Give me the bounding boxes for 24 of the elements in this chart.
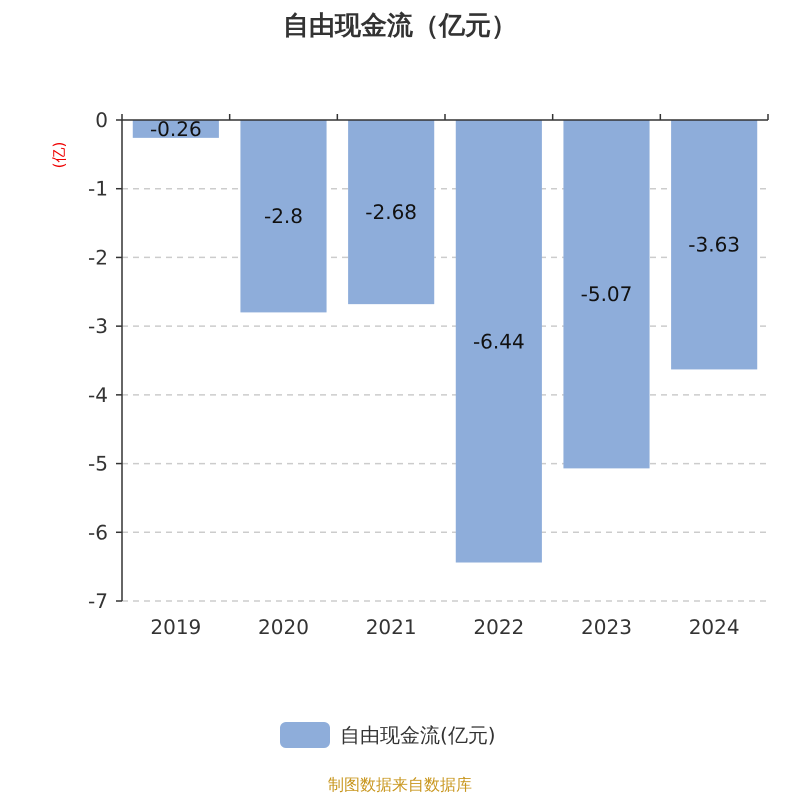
data-label: -6.44 <box>472 329 525 354</box>
y-tick-label: 0 <box>95 108 108 132</box>
text: 制图数据来自数据库 <box>328 775 472 794</box>
x-tick-label: 2020 <box>258 615 309 639</box>
y-tick-label: -2 <box>88 245 108 270</box>
y-axis-title: (亿) <box>50 142 68 168</box>
chart-title: 自由现金流（亿元） <box>283 11 517 41</box>
x-tick-label: 2021 <box>366 615 417 639</box>
y-tick-label: -4 <box>88 382 108 407</box>
y-tick-label: -1 <box>88 176 108 201</box>
y-tick-label: -6 <box>88 520 108 544</box>
legend-label: 自由现金流(亿元) <box>340 723 496 747</box>
data-label: -2.68 <box>365 200 418 224</box>
y-tick-label: -3 <box>88 314 108 338</box>
data-label: -2.8 <box>264 204 304 228</box>
x-tick-label: 2019 <box>150 615 202 639</box>
data-label: -3.63 <box>688 232 740 257</box>
data-label: -0.26 <box>150 116 202 141</box>
y-tick-label: -7 <box>88 589 108 613</box>
x-tick-label: 2022 <box>473 615 524 639</box>
y-tick-label: -5 <box>88 452 108 476</box>
data-label: -5.07 <box>580 282 632 306</box>
x-tick-label: 2023 <box>581 615 632 639</box>
x-tick-label: 2024 <box>688 615 740 639</box>
